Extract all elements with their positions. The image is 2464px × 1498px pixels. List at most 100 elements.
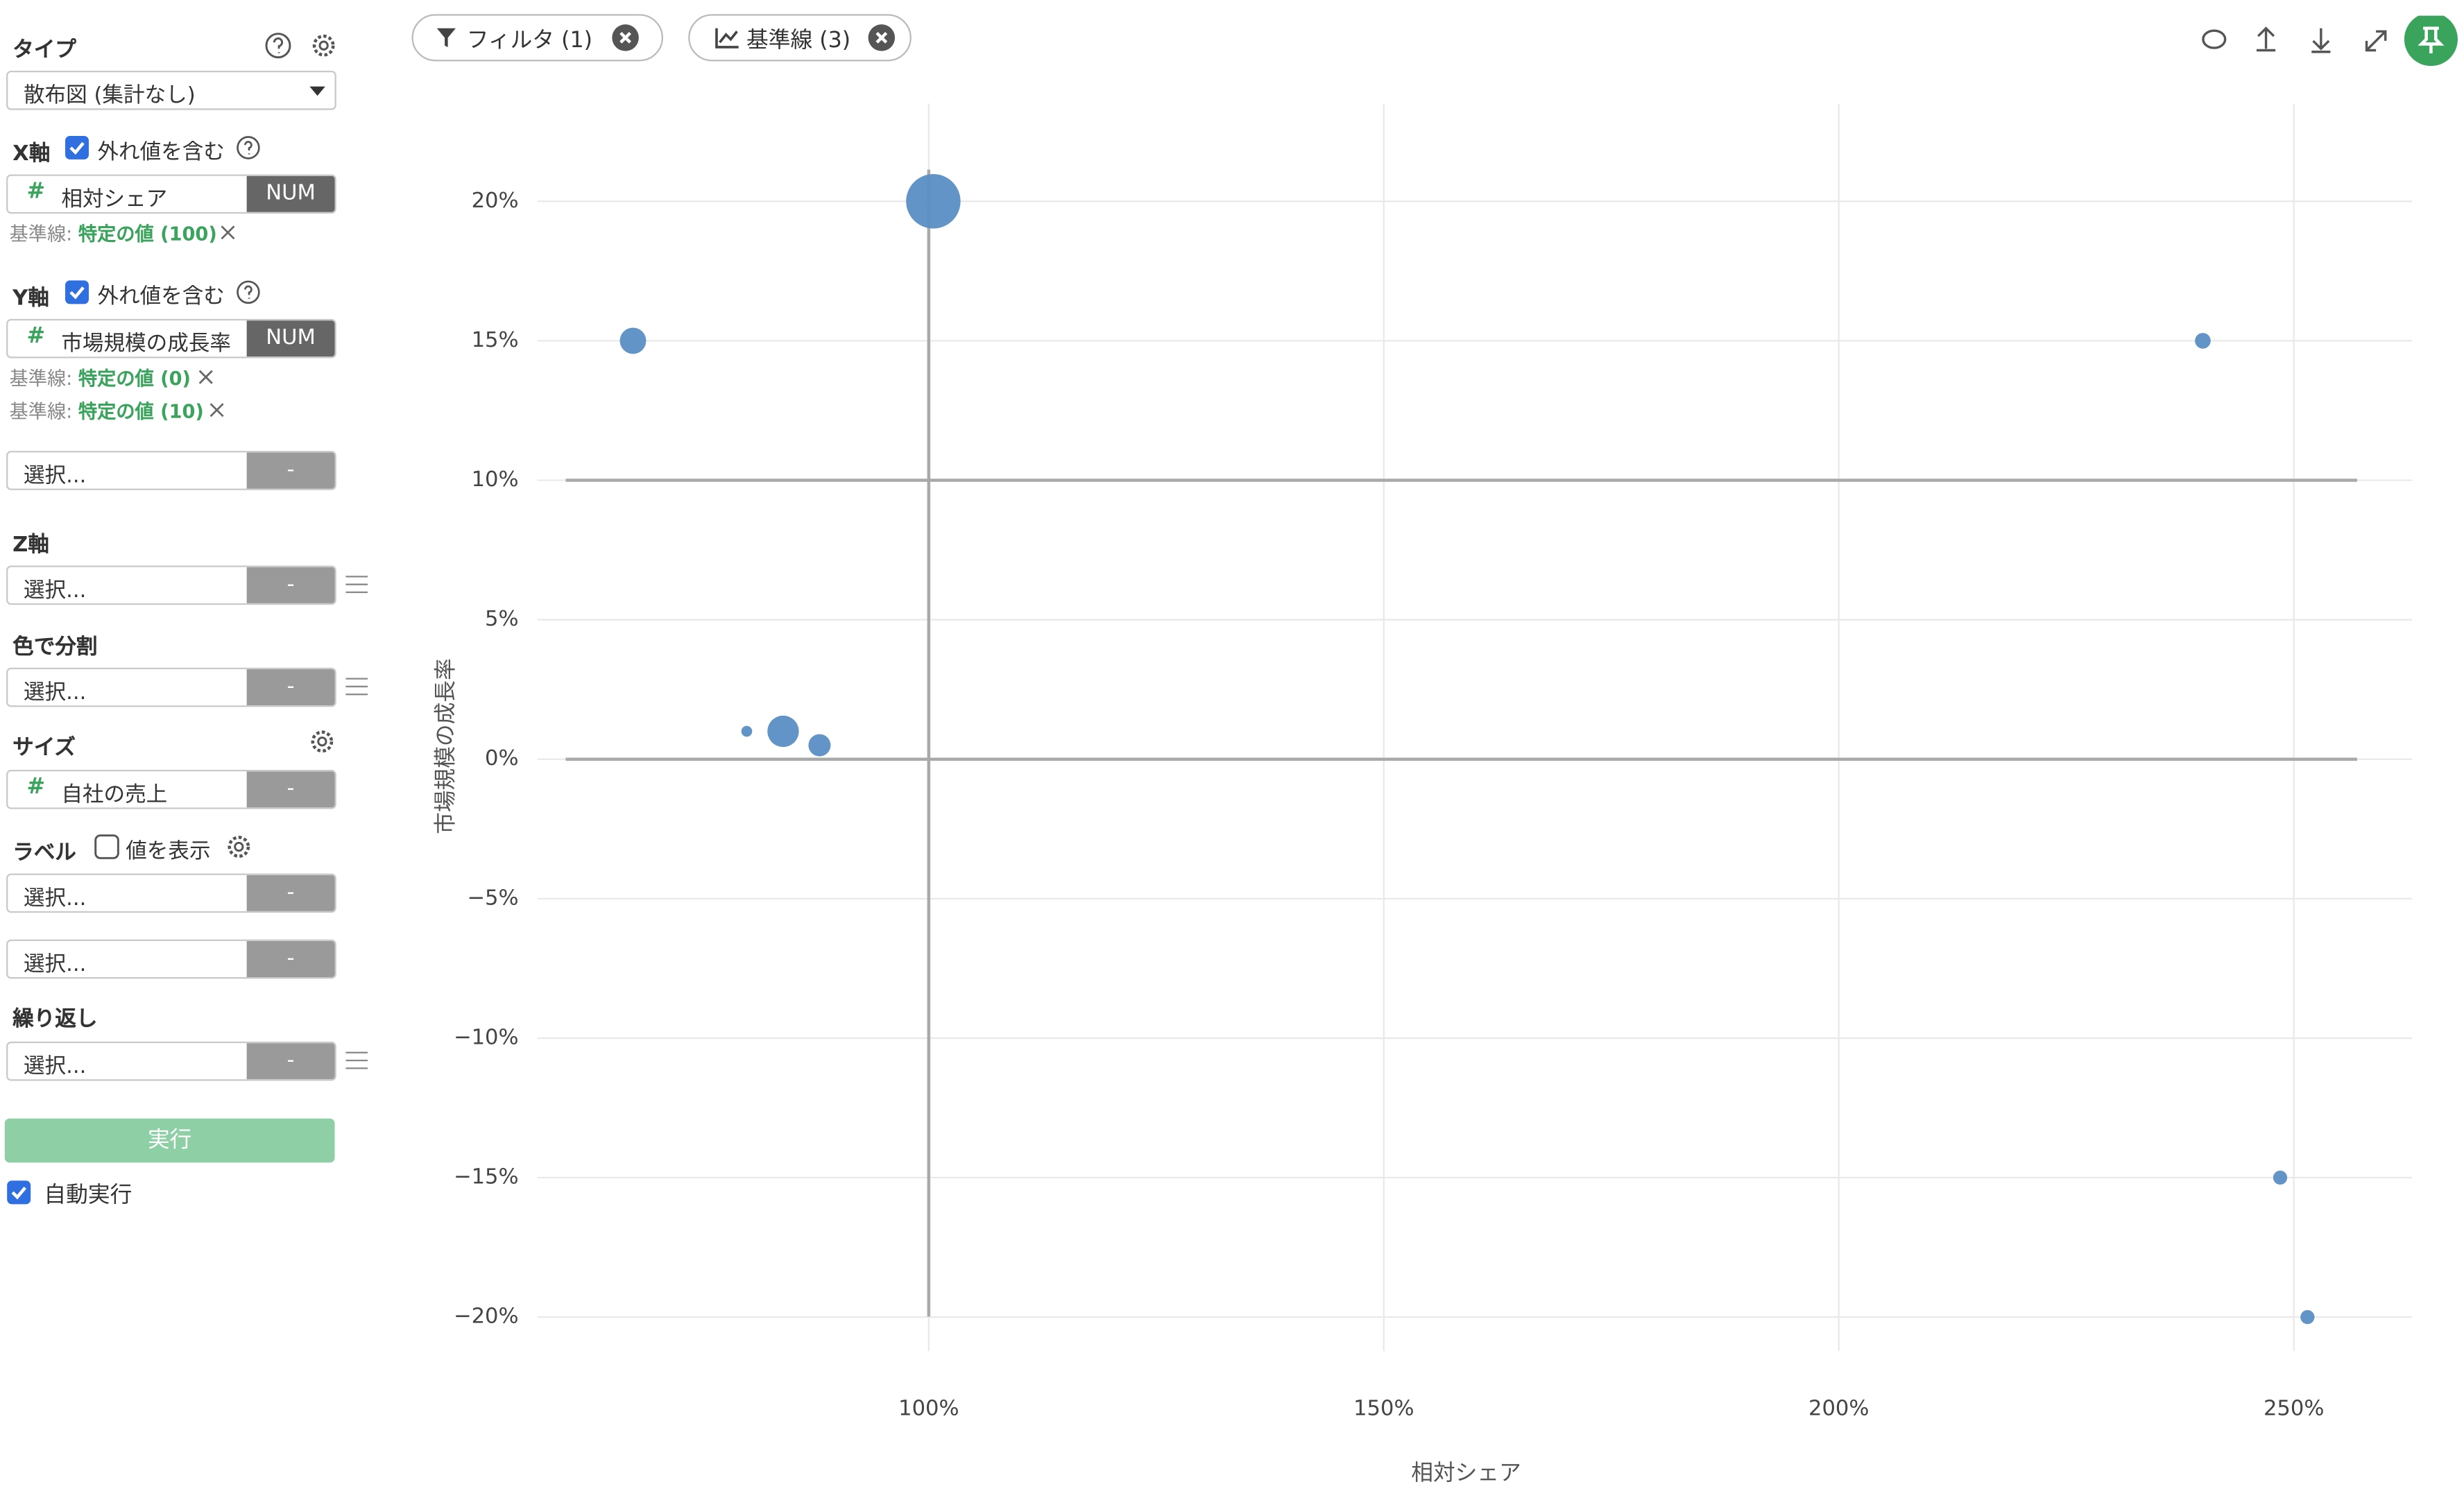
- baseline-icon: [715, 28, 739, 49]
- type-icons[interactable]: [264, 31, 343, 62]
- y-tick-label: 0%: [485, 746, 519, 770]
- point: [619, 327, 647, 354]
- x-baseline: 基準線: 特定の値 (100): [10, 220, 217, 247]
- z-axis-label: Z軸: [12, 532, 49, 558]
- menu-icon[interactable]: [345, 1051, 368, 1069]
- settings-icon[interactable]: [308, 728, 336, 756]
- settings-icon[interactable]: [225, 833, 253, 861]
- y-baseline: 基準線: 特定の値 (10): [10, 397, 204, 424]
- expand-icon[interactable]: [2365, 30, 2387, 52]
- point: [808, 734, 831, 757]
- point: [906, 174, 961, 229]
- baseline-prefix: 基準線:: [9, 223, 73, 246]
- point: [741, 725, 753, 737]
- x-outlier-checkbox[interactable]: [65, 135, 89, 160]
- y-axis-title: 市場規模の成長率: [433, 658, 458, 834]
- x-tick-label: 250%: [2264, 1396, 2324, 1420]
- placeholder: 選択...: [23, 680, 87, 706]
- repeat-select[interactable]: 選択... -: [6, 1041, 336, 1081]
- select-tag: -: [246, 452, 335, 489]
- y-tick-label: −20%: [454, 1305, 519, 1329]
- y-axis-label: Y軸: [12, 286, 49, 311]
- point: [767, 715, 799, 748]
- menu-icon[interactable]: [345, 575, 368, 594]
- baseline-label: 基準線 (3): [746, 28, 851, 54]
- select-tag: -: [246, 567, 335, 603]
- select-tag: -: [246, 940, 335, 978]
- x-field-type: NUM: [246, 175, 335, 212]
- baseline-chip[interactable]: 基準線 (3): [688, 14, 912, 62]
- remove-filter[interactable]: [611, 24, 640, 52]
- type-value: 散布図 (集計なし): [23, 83, 196, 109]
- label-select[interactable]: 選択... -: [6, 873, 336, 913]
- filter-label: フィルタ (1): [466, 28, 593, 54]
- y-baseline: 基準線: 特定の値 (0): [10, 365, 191, 392]
- y-field[interactable]: # 市場規模の成長率 NUM: [6, 318, 336, 359]
- baseline-value: 特定の値 (100): [78, 223, 217, 246]
- select-tag: -: [246, 1043, 335, 1080]
- x-tick-label: 200%: [1808, 1396, 1869, 1420]
- placeholder: 選択...: [23, 952, 87, 978]
- auto-run-checkbox[interactable]: [6, 1180, 31, 1205]
- remove-y-baseline[interactable]: [198, 369, 214, 385]
- sidebar: タイプ 散布図 (集計なし) X軸 外れ値を含む # 相対シェア NUM 基準線: …: [0, 0, 385, 1498]
- x-field[interactable]: # 相対シェア NUM: [6, 174, 336, 214]
- remove-y-baseline[interactable]: [209, 402, 225, 418]
- filter-icon: [436, 28, 456, 47]
- remove-baseline[interactable]: [867, 24, 896, 52]
- field-icon: #: [26, 323, 46, 349]
- y-field-name: 市場規模の成長率: [61, 331, 231, 357]
- placeholder: 選択...: [23, 1054, 87, 1080]
- y-tick-label: −5%: [467, 886, 518, 910]
- menu-icon[interactable]: [345, 677, 368, 696]
- field-icon: #: [26, 774, 46, 800]
- auto-run-label: 自動実行: [44, 1182, 132, 1209]
- repeat-label: 繰り返し: [12, 1007, 98, 1033]
- toolbar-icons: [2202, 15, 2458, 67]
- y-outlier-checkbox[interactable]: [65, 279, 89, 304]
- run-button[interactable]: 実行: [4, 1118, 335, 1163]
- size-label: サイズ: [12, 735, 76, 761]
- filter-chip[interactable]: フィルタ (1): [411, 14, 663, 62]
- y-tick-label: 10%: [472, 467, 519, 492]
- point: [2273, 1170, 2288, 1185]
- label-option: 値を表示: [126, 838, 211, 864]
- y-outlier-label: 外れ値を含む: [97, 284, 225, 310]
- label-checkbox[interactable]: [94, 834, 119, 859]
- remove-x-baseline[interactable]: [220, 225, 236, 241]
- placeholder: 選択...: [23, 886, 87, 911]
- point: [2195, 333, 2211, 349]
- select-tag: -: [246, 771, 335, 808]
- x-field-name: 相対シェア: [61, 187, 168, 212]
- upload-icon[interactable]: [2256, 26, 2276, 52]
- select-tag: -: [246, 669, 335, 706]
- baseline-prefix: 基準線:: [9, 400, 73, 423]
- label-select[interactable]: 選択... -: [6, 939, 336, 979]
- select-tag: -: [246, 875, 335, 911]
- field-icon: #: [26, 179, 46, 205]
- x-tick-label: 100%: [898, 1396, 959, 1420]
- color-label: 色で分割: [12, 635, 98, 660]
- y-tick-label: 5%: [485, 607, 519, 631]
- placeholder: 選択...: [23, 578, 87, 603]
- baseline-value: 特定の値 (10): [78, 400, 204, 423]
- pin-button[interactable]: [2404, 15, 2458, 67]
- size-field[interactable]: # 自社の売上 -: [6, 769, 336, 809]
- x-axis-title: 相対シェア: [1411, 1461, 1521, 1486]
- placeholder: 選択...: [23, 463, 87, 489]
- help-icon[interactable]: [236, 279, 261, 304]
- color-select[interactable]: 選択... -: [6, 667, 336, 707]
- baseline-value: 特定の値 (0): [78, 368, 191, 390]
- download-icon[interactable]: [2311, 28, 2331, 53]
- y-tick-label: −10%: [454, 1025, 519, 1049]
- baseline-prefix: 基準線:: [9, 368, 73, 390]
- type-select[interactable]: 散布図 (集計なし): [6, 70, 336, 110]
- y-tick-label: −15%: [454, 1165, 519, 1189]
- comment-icon[interactable]: [2202, 29, 2227, 49]
- y-tick-label: 15%: [472, 328, 519, 352]
- help-icon[interactable]: [236, 135, 261, 160]
- x-outlier-label: 外れ値を含む: [97, 139, 225, 165]
- y-extra-select[interactable]: 選択... -: [6, 451, 336, 490]
- z-select[interactable]: 選択... -: [6, 565, 336, 605]
